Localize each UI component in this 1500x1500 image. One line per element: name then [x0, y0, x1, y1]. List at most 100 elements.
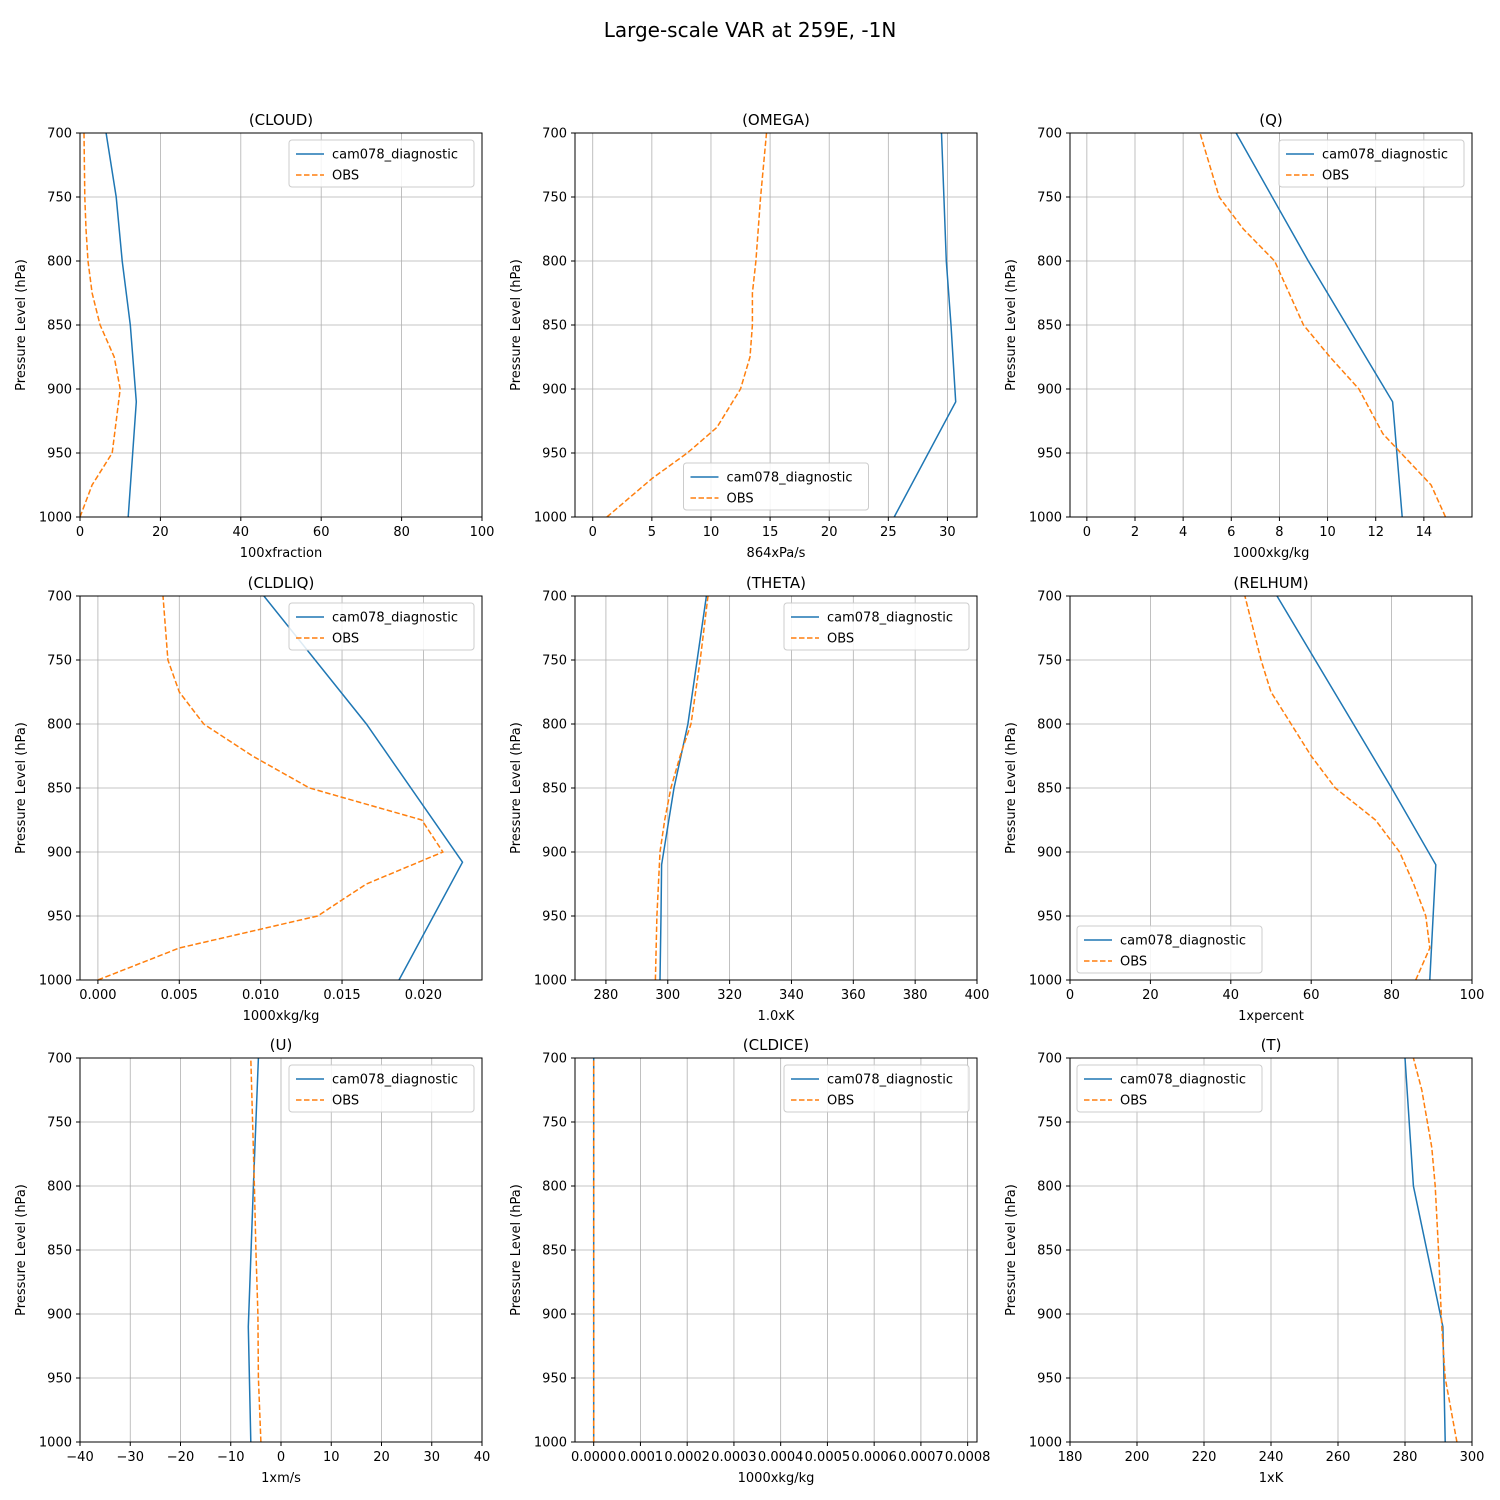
series-line-obs [1412, 1058, 1458, 1442]
panel-title: (CLOUD) [249, 111, 313, 129]
x-tick-label: 280 [1393, 1450, 1418, 1465]
x-tick-label: 40 [474, 1450, 491, 1465]
y-tick-label: 950 [542, 447, 567, 462]
y-tick-label: 1000 [39, 974, 72, 989]
y-tick-label: 700 [1037, 127, 1062, 142]
panel-theta: 280 300 320 340 360 380 400 700 750 800 850 900 950 1… [509, 574, 989, 1024]
series-line-model [1235, 133, 1403, 517]
x-tick-label: 60 [1303, 988, 1320, 1003]
series-line-obs [250, 1058, 262, 1442]
y-tick-label: 700 [542, 590, 567, 605]
panel-title: (CLDLIQ) [248, 574, 315, 592]
y-tick-label: 950 [542, 1372, 567, 1387]
series-line-model [659, 596, 708, 980]
y-axis-label: Pressure Level (hPa) [509, 722, 524, 854]
x-tick-label: 180 [1058, 1450, 1083, 1465]
x-tick-label: 20 [152, 525, 169, 540]
y-tick-label: 700 [47, 1052, 72, 1067]
y-tick-label: 750 [47, 191, 72, 206]
y-tick-label: 900 [47, 383, 72, 398]
legend: cam078_diagnostic OBS [1076, 925, 1263, 974]
x-tick-label: 20 [1142, 988, 1159, 1003]
x-tick-label: 0 [277, 1450, 285, 1465]
x-tick-label: 0.0007 [898, 1450, 944, 1465]
y-tick-label: 950 [1037, 1372, 1062, 1387]
y-tick-label: 800 [542, 718, 567, 733]
legend-label: cam078_diagnostic [332, 148, 458, 163]
y-tick-label: 950 [47, 910, 72, 925]
panel-t: 180 200 220 240 260 280 300 700 750 800 850 900 950 1… [1004, 1036, 1484, 1486]
legend-box [683, 462, 869, 511]
panel-cloud: 0 20 40 60 80 100 700 750 800 850 900 950 1000 (CLOUD… [14, 111, 494, 561]
panel-title: (U) [270, 1036, 293, 1054]
legend: cam078_diagnostic OBS [1278, 139, 1465, 188]
x-tick-label: 25 [880, 525, 897, 540]
panel-title: (T) [1261, 1036, 1282, 1054]
x-tick-label: 0.0004 [758, 1450, 804, 1465]
legend: cam078_diagnostic OBS [288, 1064, 475, 1113]
figure-title: Large-scale VAR at 259E, -1N [604, 18, 897, 42]
legend-box [1076, 925, 1263, 974]
x-tick-label: 0.010 [242, 988, 279, 1003]
series-line-obs [1244, 596, 1431, 980]
x-tick-label: 240 [1259, 1450, 1284, 1465]
panel-title: (Q) [1259, 111, 1283, 129]
x-tick-label: −10 [217, 1450, 244, 1465]
y-tick-label: 900 [1037, 846, 1062, 861]
legend-label: OBS [332, 1094, 359, 1109]
legend-label: cam078_diagnostic [332, 1073, 458, 1088]
y-tick-label: 1000 [1029, 974, 1062, 989]
y-tick-label: 800 [1037, 255, 1062, 270]
panel-title: (RELHUM) [1233, 574, 1308, 592]
x-tick-label: 0.0006 [851, 1450, 897, 1465]
y-tick-label: 950 [1037, 910, 1062, 925]
x-axis-label: 1xK [1259, 1471, 1284, 1486]
x-axis-label: 864xPa/s [747, 546, 806, 561]
x-axis-label: 1000xkg/kg [738, 1471, 815, 1486]
x-tick-label: 0.005 [161, 988, 198, 1003]
y-tick-label: 750 [1037, 654, 1062, 669]
panel-q: 0 2 4 6 8 10 12 14 700 750 800 850 900 950 1000 (Q) 1000… [1004, 111, 1473, 561]
y-tick-label: 750 [1037, 191, 1062, 206]
x-tick-label: 100 [470, 525, 495, 540]
x-axis-label: 1.0xK [758, 1009, 795, 1024]
series-line-model [105, 133, 138, 517]
legend: cam078_diagnostic OBS [288, 602, 475, 651]
legend: cam078_diagnostic OBS [683, 462, 869, 511]
x-tick-label: 15 [762, 525, 779, 540]
y-tick-label: 950 [47, 447, 72, 462]
legend-label: cam078_diagnostic [1120, 1073, 1246, 1088]
x-tick-label: 0.0002 [664, 1450, 710, 1465]
legend-label: cam078_diagnostic [1322, 148, 1448, 163]
legend: cam078_diagnostic OBS [288, 139, 475, 188]
y-axis-label: Pressure Level (hPa) [14, 1184, 29, 1316]
series-line-obs [1199, 133, 1447, 517]
y-tick-label: 850 [542, 1244, 567, 1259]
legend-box [1076, 1064, 1263, 1113]
y-tick-label: 850 [1037, 319, 1062, 334]
x-tick-label: 12 [1367, 525, 1384, 540]
y-tick-label: 700 [542, 1052, 567, 1067]
legend-label: OBS [332, 632, 359, 647]
legend: cam078_diagnostic OBS [783, 602, 970, 651]
x-tick-label: 10 [323, 1450, 340, 1465]
x-tick-label: 40 [233, 525, 250, 540]
x-tick-label: 0.015 [323, 988, 360, 1003]
legend-box [288, 139, 475, 188]
x-tick-label: 6 [1227, 525, 1235, 540]
x-tick-label: 20 [373, 1450, 390, 1465]
x-tick-label: 80 [1383, 988, 1400, 1003]
y-tick-label: 750 [542, 1116, 567, 1131]
x-tick-label: 100 [1460, 988, 1485, 1003]
y-tick-label: 750 [1037, 1116, 1062, 1131]
legend: cam078_diagnostic OBS [1076, 1064, 1263, 1113]
y-tick-label: 900 [542, 383, 567, 398]
y-tick-label: 950 [1037, 447, 1062, 462]
legend: cam078_diagnostic OBS [783, 1064, 970, 1113]
x-tick-label: 80 [393, 525, 410, 540]
panel-relhum: 0 20 40 60 80 100 700 750 800 850 900 950 1000 (RELHU… [1004, 574, 1484, 1024]
x-tick-label: 0.0003 [711, 1450, 757, 1465]
series-line-obs [606, 133, 768, 517]
x-tick-label: 40 [1223, 988, 1240, 1003]
